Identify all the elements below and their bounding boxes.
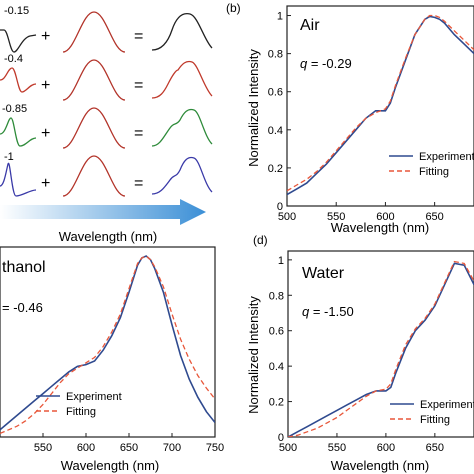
gaussian-curve-row-2 bbox=[62, 59, 126, 101]
gaussian-curve-row-4 bbox=[62, 155, 126, 197]
wavelength-arrow bbox=[0, 199, 206, 225]
result-curve-row-1 bbox=[151, 12, 213, 51]
q-value-b: = -0.29 bbox=[307, 56, 351, 71]
y-tick-label-b: 0 bbox=[277, 201, 283, 213]
result-curve-row-4 bbox=[151, 156, 213, 195]
x-axis-label-b: Wavelength (nm) bbox=[331, 220, 430, 235]
legend-label-b-experiment: Experiment bbox=[419, 151, 474, 163]
result-curve-row-3 bbox=[151, 108, 213, 147]
y-tick-label-b: 0.8 bbox=[268, 49, 283, 61]
q-symbol-b: q bbox=[300, 56, 308, 71]
x-tick-label-c: 550 bbox=[34, 442, 52, 454]
chart-panel-c: thanol = -0.46 Wavelength (nm) 550 600 650… bbox=[0, 246, 224, 473]
equals-sign-row-4: = bbox=[134, 175, 143, 192]
x-tick-label-d: 500 bbox=[279, 442, 297, 454]
legend-label-c-experiment: Experiment bbox=[66, 391, 122, 403]
series-line-c-fitting bbox=[0, 255, 215, 434]
series-line-d-fitting bbox=[288, 260, 474, 437]
series-line-c-experiment bbox=[0, 255, 215, 431]
x-tick-label-b: 600 bbox=[376, 211, 394, 223]
x-tick-label-c: 700 bbox=[163, 442, 181, 454]
gaussian-curve-row-1 bbox=[62, 11, 126, 53]
x-tick-label-c: 650 bbox=[120, 442, 138, 454]
y-axis-label-d: Normalized Intensity bbox=[246, 296, 261, 414]
equals-sign-row-2: = bbox=[134, 77, 143, 94]
q-label-row-2: -0.4 bbox=[4, 53, 23, 65]
y-tick-label-d: 0.8 bbox=[269, 290, 284, 302]
x-tick-label-c: 750 bbox=[206, 442, 224, 454]
y-tick-label-d: 0.6 bbox=[269, 326, 284, 338]
fano-curve-row-2 bbox=[0, 67, 37, 93]
x-tick-label-d: 550 bbox=[328, 442, 346, 454]
x-tick-label-d: 600 bbox=[377, 442, 395, 454]
y-axis-label-b: Normalized Intensity bbox=[246, 49, 261, 167]
x-axis-label-c: Wavelength (nm) bbox=[61, 458, 160, 473]
y-tick-label-d: 0 bbox=[278, 432, 284, 444]
panel-label-b: (b) bbox=[226, 1, 241, 15]
inset-title-d: Water bbox=[302, 265, 345, 282]
chart-panel-b: (b) Normalized Intensity Air q = -0.29 W… bbox=[226, 1, 474, 235]
arrow-label: Wavelength (nm) bbox=[59, 229, 158, 244]
y-tick-label-d: 0.2 bbox=[269, 397, 284, 409]
fano-curve-row-1 bbox=[0, 29, 37, 53]
q-text-d: q = -1.50 bbox=[302, 304, 354, 319]
plot-frame-c bbox=[0, 246, 216, 438]
series-line-b-fitting bbox=[287, 14, 474, 192]
y-tick-label-b: 0.4 bbox=[268, 125, 283, 137]
inset-title-b: Air bbox=[300, 17, 320, 34]
plot-frame-b bbox=[286, 5, 474, 207]
q-label-row-3: -0.85 bbox=[2, 103, 27, 115]
series-line-b-experiment bbox=[287, 15, 474, 196]
x-axis-label-d: Wavelength (nm) bbox=[331, 458, 430, 473]
y-tick-label-b: 1 bbox=[277, 11, 283, 23]
x-tick-label-c: 600 bbox=[77, 442, 95, 454]
equals-sign-row-1: = bbox=[134, 28, 143, 45]
legend-label-b-fitting: Fitting bbox=[419, 166, 449, 178]
panel-label-d: (d) bbox=[253, 233, 268, 247]
plus-sign-row-2: + bbox=[41, 77, 50, 94]
plus-sign-row-1: + bbox=[41, 28, 50, 45]
x-tick-label-b: 650 bbox=[425, 211, 443, 223]
chart-panel-d: (d) Normalized Intensity Water q = -1.50… bbox=[246, 233, 474, 473]
x-tick-label-b: 550 bbox=[327, 211, 345, 223]
x-tick-label-b: 500 bbox=[278, 211, 296, 223]
q-text-c: = -0.46 bbox=[2, 300, 43, 315]
plus-sign-row-3: + bbox=[41, 125, 50, 142]
gaussian-curve-row-3 bbox=[62, 107, 126, 149]
series-line-d-experiment bbox=[288, 262, 474, 437]
fano-curve-row-4 bbox=[0, 163, 37, 197]
q-label-row-4: -1 bbox=[4, 151, 14, 163]
legend-label-d-experiment: Experiment bbox=[420, 399, 474, 411]
fano-curve-row-3 bbox=[0, 117, 37, 147]
plus-sign-row-4: + bbox=[41, 175, 50, 192]
y-tick-label-d: 1 bbox=[278, 255, 284, 267]
legend-label-c-fitting: Fitting bbox=[66, 406, 96, 418]
panel-a: -0.15 + = -0.4 + = -0.85 + = -1 + = Wave… bbox=[0, 5, 213, 244]
q-text-b: q = -0.29 bbox=[300, 56, 352, 71]
plot-frame-d bbox=[287, 250, 474, 438]
y-tick-label-b: 0.2 bbox=[268, 163, 283, 175]
equals-sign-row-3: = bbox=[134, 125, 143, 142]
y-tick-label-d: 0.4 bbox=[269, 361, 284, 373]
x-tick-label-d: 650 bbox=[426, 442, 444, 454]
inset-title-c: thanol bbox=[2, 259, 46, 276]
y-tick-label-b: 0.6 bbox=[268, 87, 283, 99]
q-value-d: = -1.50 bbox=[309, 304, 353, 319]
result-curve-row-2 bbox=[151, 60, 213, 99]
legend-label-d-fitting: Fitting bbox=[420, 414, 450, 426]
q-symbol-d: q bbox=[302, 304, 310, 319]
q-label-row-1: -0.15 bbox=[4, 5, 29, 17]
